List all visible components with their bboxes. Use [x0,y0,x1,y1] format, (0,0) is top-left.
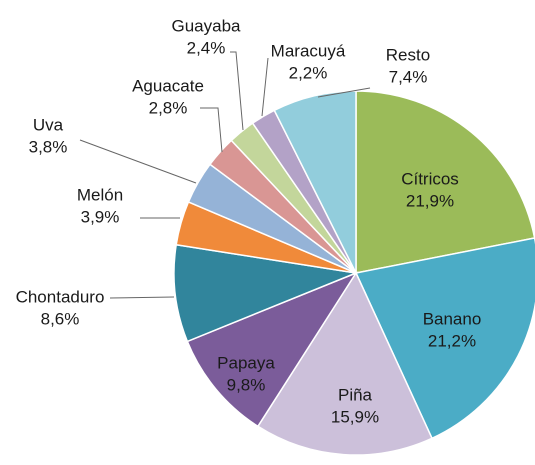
leader-line [109,296,175,299]
slice-label: Chontaduro [16,287,105,306]
slice-value-label: 9,8% [227,375,266,394]
slice-label: Cítricos [401,169,459,188]
slice-label: Maracuyá [271,41,346,60]
pie-slice [354,237,535,440]
slice-label: Melón [77,185,123,204]
slice-value-label: 7,4% [389,67,428,86]
leader-line [230,51,244,131]
pie-slice [256,271,434,456]
slice-value-label: 21,9% [406,191,454,210]
pie-slice [273,90,357,274]
slice-label: Aguacate [132,76,204,95]
leader-line [317,87,371,98]
slice-value-label: 3,8% [29,137,68,156]
slice-label: Papaya [217,353,275,372]
slice-value-label: 2,8% [149,98,188,117]
slice-label: Uva [33,115,64,134]
slice-label: Guayaba [172,16,242,35]
slice-label: Banano [423,309,482,328]
pie-slice [186,271,358,428]
slice-label: Piña [338,385,373,404]
slice-value-label: 3,9% [81,207,120,226]
slice-value-label: 21,2% [428,331,476,350]
pie-slice [173,243,359,343]
slice-value-label: 2,2% [289,63,328,82]
pie-slice [355,90,535,274]
leader-line [79,139,197,184]
slice-value-label: 8,6% [41,309,80,328]
slice-value-label: 2,4% [187,38,226,57]
leader-line [261,57,269,117]
slice-label: Resto [386,45,430,64]
slice-value-label: 15,9% [331,407,379,426]
leader-line [200,107,223,153]
